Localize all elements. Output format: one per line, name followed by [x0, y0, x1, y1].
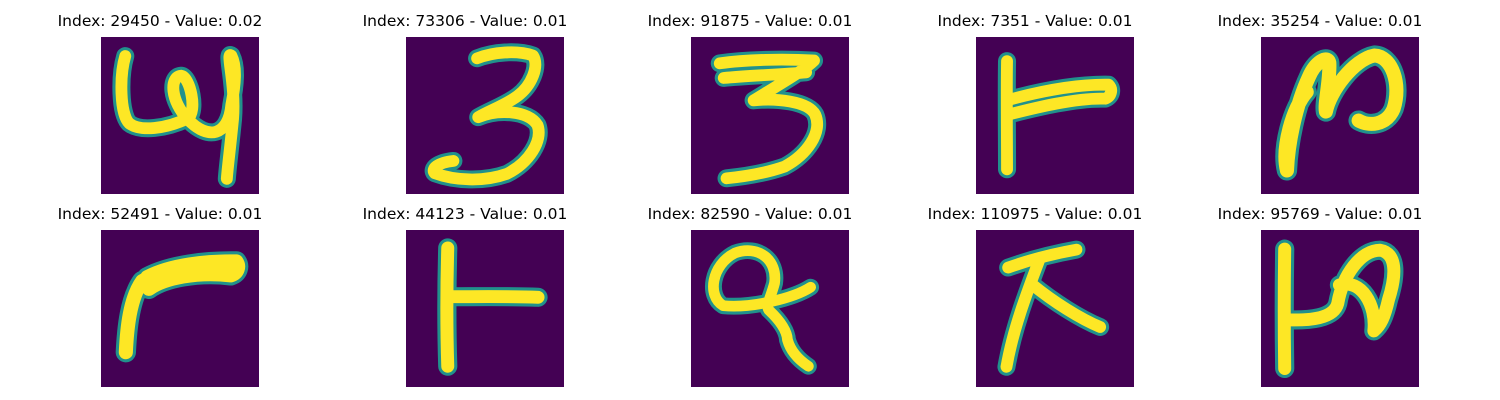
glyph-image — [101, 37, 259, 194]
panel-title: Index: 44123 - Value: 0.01 — [362, 205, 568, 223]
panel-title: Index: 29450 - Value: 0.02 — [57, 12, 263, 30]
glyph-image — [691, 230, 849, 387]
panel-title: Index: 110975 - Value: 0.01 — [927, 205, 1143, 223]
glyph-image — [406, 230, 564, 387]
panel-title: Index: 35254 - Value: 0.01 — [1217, 12, 1423, 30]
glyph-image — [976, 37, 1134, 194]
panel-title: Index: 52491 - Value: 0.01 — [57, 205, 263, 223]
glyph-image — [1261, 230, 1419, 387]
panel-title: Index: 95769 - Value: 0.01 — [1217, 205, 1423, 223]
glyph-image — [1261, 37, 1419, 194]
panel-title: Index: 91875 - Value: 0.01 — [647, 12, 853, 30]
glyph-image — [976, 230, 1134, 387]
glyph-image — [691, 37, 849, 194]
glyph-image — [101, 230, 259, 387]
panel-title: Index: 82590 - Value: 0.01 — [647, 205, 853, 223]
panel-title: Index: 73306 - Value: 0.01 — [362, 12, 568, 30]
glyph-image — [406, 37, 564, 194]
panel-title: Index: 7351 - Value: 0.01 — [937, 12, 1133, 30]
